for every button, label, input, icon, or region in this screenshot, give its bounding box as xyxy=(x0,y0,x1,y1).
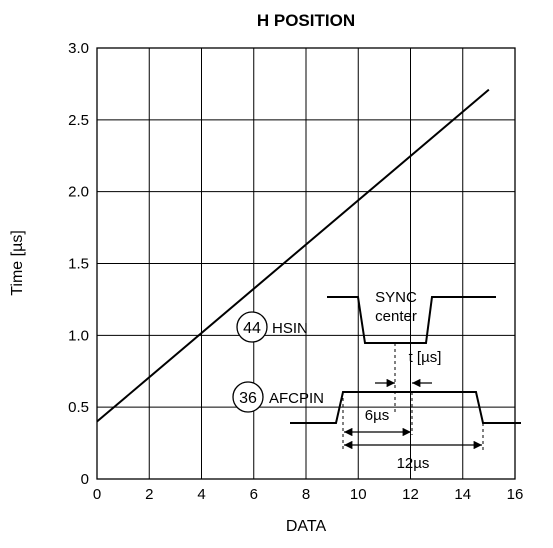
afcpin-pin-circle xyxy=(232,381,264,413)
time-vs-data-line xyxy=(96,88,490,423)
chart-title: H POSITION xyxy=(257,11,355,30)
y-tick-label: 1.0 xyxy=(68,327,89,344)
x-tick-label: 0 xyxy=(93,486,101,503)
x-tick-label: 6 xyxy=(250,486,258,503)
y-tick-label: 2.0 xyxy=(68,184,89,201)
data-series xyxy=(96,88,490,423)
grid-lines xyxy=(97,48,515,479)
x-axis-tick-labels: 0 2 4 6 8 10 12 14 16 xyxy=(93,486,524,503)
hsin-label: HSIN xyxy=(272,320,308,337)
x-axis-label: DATA xyxy=(286,518,327,535)
y-tick-label: 1.5 xyxy=(68,256,89,273)
x-tick-label: 12 xyxy=(402,486,419,503)
x-tick-label: 16 xyxy=(507,486,524,503)
y-axis-label: Time [µs] xyxy=(9,230,26,296)
sync-label: SYNC xyxy=(375,289,417,306)
t-label: t [µs] xyxy=(409,349,442,366)
afcpin-label: AFCPIN xyxy=(269,390,324,407)
afcpin-pin-number: 36 xyxy=(239,390,257,407)
y-axis-tick-labels: 0 0.5 1.0 1.5 2.0 2.5 3.0 xyxy=(68,40,89,488)
afcpin-waveform xyxy=(290,391,521,424)
six-us-label: 6µs xyxy=(365,407,390,424)
x-tick-label: 2 xyxy=(145,486,153,503)
x-tick-label: 14 xyxy=(454,486,471,503)
timing-inset: 44 HSIN SYNC center 36 AFCPIN t [µs] 6µs… xyxy=(232,289,521,472)
x-tick-label: 10 xyxy=(350,486,367,503)
hsin-pin-circle xyxy=(236,311,268,343)
center-label: center xyxy=(375,308,417,325)
y-tick-label: 2.5 xyxy=(68,112,89,129)
y-tick-label: 0.5 xyxy=(68,399,89,416)
x-tick-label: 4 xyxy=(197,486,205,503)
hsin-pin-number: 44 xyxy=(243,320,261,337)
twelve-us-label: 12µs xyxy=(397,455,430,472)
plot-area-border xyxy=(96,47,516,480)
y-tick-label: 3.0 xyxy=(68,40,89,57)
y-tick-label: 0 xyxy=(81,471,89,488)
x-tick-label: 8 xyxy=(302,486,310,503)
